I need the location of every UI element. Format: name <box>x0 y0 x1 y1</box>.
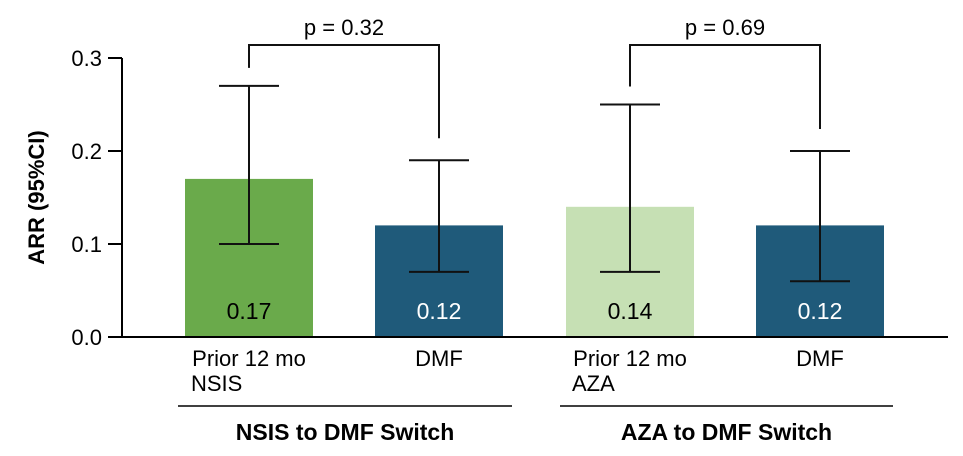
bar-value-labels: 0.17 0.12 0.14 0.12 <box>227 298 843 324</box>
category-label: DMF <box>415 346 463 371</box>
category-label: AZA <box>572 371 615 396</box>
group-label: NSIS to DMF Switch <box>236 419 455 445</box>
category-label: NSIS <box>191 371 242 396</box>
category-label: Prior 12 mo <box>573 346 687 371</box>
y-tick-label: 0.0 <box>71 325 102 350</box>
y-axis: 0.0 0.1 0.2 0.3 ARR (95%CI) <box>24 46 123 350</box>
error-bars <box>219 84 850 283</box>
p-value-bracket <box>248 44 440 139</box>
significance-brackets: p = 0.32 p = 0.69 <box>248 15 821 139</box>
group-labels: NSIS to DMF Switch AZA to DMF Switch <box>178 405 893 445</box>
bar-value-label: 0.12 <box>798 298 843 324</box>
bar-value-label: 0.17 <box>227 298 272 324</box>
category-label: Prior 12 mo <box>192 346 306 371</box>
y-tick-label: 0.3 <box>71 46 102 71</box>
bar-value-label: 0.12 <box>417 298 462 324</box>
bar-value-label: 0.14 <box>608 298 653 324</box>
y-tick-label: 0.1 <box>71 232 102 257</box>
p-value-bracket <box>629 44 821 129</box>
category-label: DMF <box>796 346 844 371</box>
p-value-label: p = 0.32 <box>304 15 384 40</box>
p-value-label: p = 0.69 <box>685 15 765 40</box>
y-tick-label: 0.2 <box>71 139 102 164</box>
bars <box>185 178 884 337</box>
y-axis-title: ARR (95%CI) <box>24 130 49 264</box>
group-label: AZA to DMF Switch <box>621 419 832 445</box>
